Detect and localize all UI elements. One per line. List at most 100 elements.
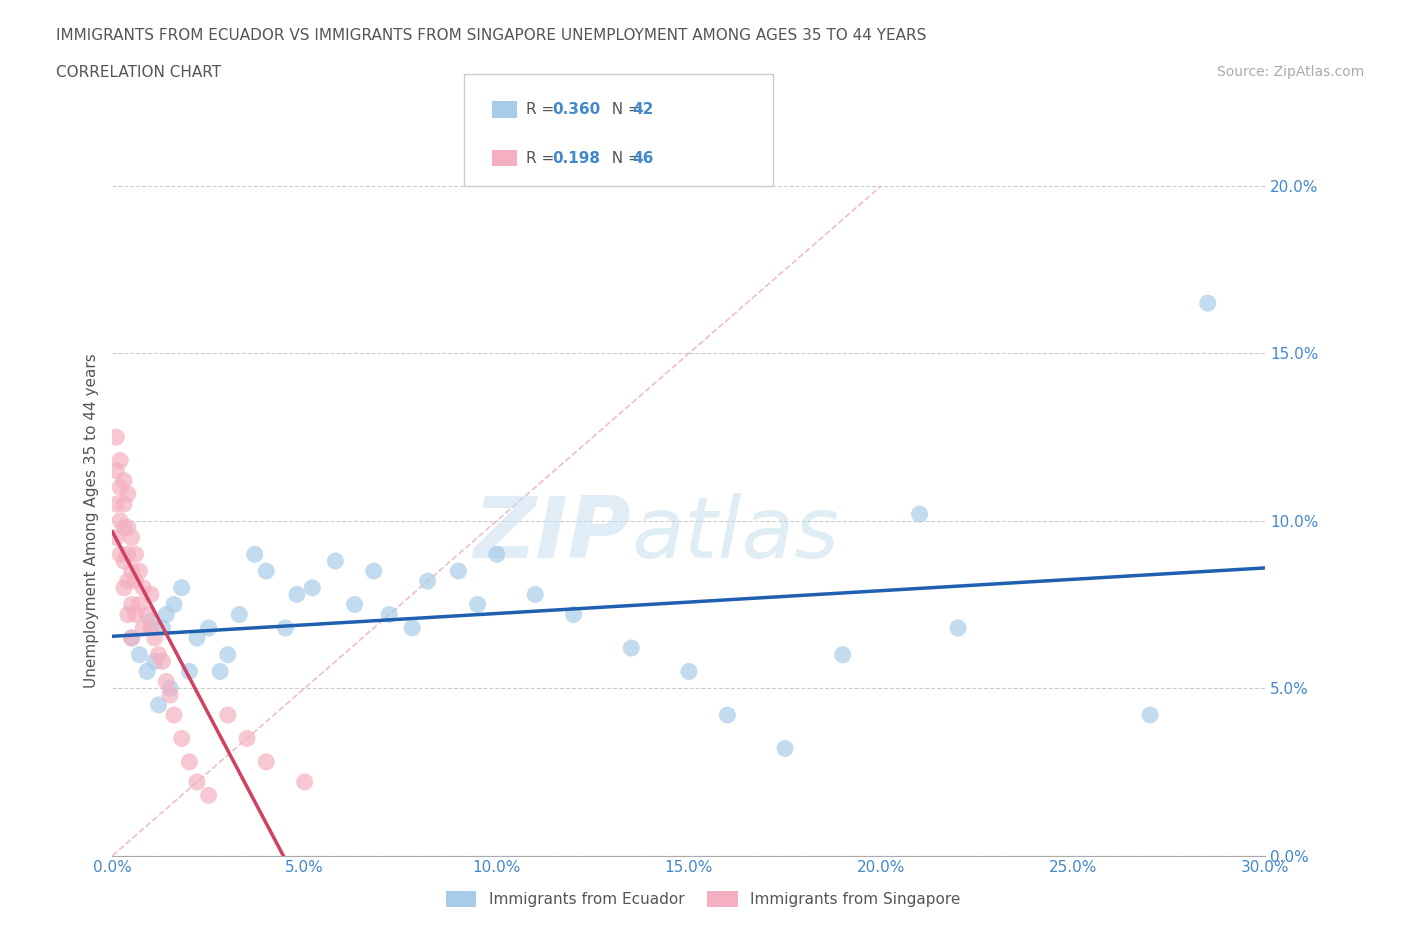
Point: [121, 530, 143, 545]
Point: [170, 580, 193, 595]
Point: [124, 547, 146, 562]
Point: [152, 654, 174, 669]
Point: [132, 580, 155, 595]
Point: [325, 553, 347, 568]
Point: [243, 547, 266, 562]
Point: [121, 564, 143, 578]
Point: [121, 631, 143, 645]
Point: [139, 587, 162, 602]
Point: [217, 708, 239, 723]
Point: [236, 731, 259, 746]
Text: 0.360: 0.360: [553, 102, 600, 117]
Point: [139, 620, 162, 635]
Point: [143, 631, 166, 645]
Point: [562, 607, 585, 622]
Point: [143, 654, 166, 669]
Point: [467, 597, 489, 612]
Point: [105, 430, 128, 445]
Point: [112, 520, 135, 535]
Point: [108, 453, 131, 468]
Point: [620, 641, 643, 656]
Point: [179, 664, 201, 679]
Point: [124, 607, 146, 622]
Point: [121, 597, 143, 612]
Point: [152, 620, 174, 635]
Point: [117, 486, 139, 501]
Point: [105, 530, 128, 545]
Point: [155, 674, 177, 689]
Point: [197, 620, 219, 635]
Point: [108, 513, 131, 528]
Text: R =: R =: [526, 102, 560, 117]
Point: [678, 664, 700, 679]
Point: [117, 547, 139, 562]
Point: [136, 664, 159, 679]
Point: [209, 664, 232, 679]
Point: [254, 754, 277, 769]
Point: [485, 547, 508, 562]
Text: 42: 42: [633, 102, 654, 117]
Point: [170, 731, 193, 746]
Point: [186, 631, 208, 645]
Point: [112, 497, 135, 512]
Legend: Immigrants from Ecuador, Immigrants from Singapore: Immigrants from Ecuador, Immigrants from…: [440, 884, 966, 913]
Point: [112, 553, 135, 568]
Point: [524, 587, 547, 602]
Text: 46: 46: [633, 151, 654, 166]
Point: [831, 647, 853, 662]
Point: [946, 620, 969, 635]
Point: [163, 597, 186, 612]
Point: [108, 480, 131, 495]
Y-axis label: Unemployment Among Ages 35 to 44 years: Unemployment Among Ages 35 to 44 years: [83, 353, 98, 688]
Point: [1197, 296, 1219, 311]
Point: [447, 564, 470, 578]
Point: [159, 681, 181, 696]
Point: [136, 607, 159, 622]
Point: [148, 698, 170, 712]
Point: [228, 607, 250, 622]
Point: [274, 620, 297, 635]
Point: [254, 564, 277, 578]
Point: [179, 754, 201, 769]
Point: [285, 587, 308, 602]
Text: ZIP: ZIP: [474, 493, 631, 576]
Point: [773, 741, 796, 756]
Point: [416, 574, 439, 589]
Point: [363, 564, 385, 578]
Point: [186, 775, 208, 790]
Point: [132, 620, 155, 635]
Text: R =: R =: [526, 151, 560, 166]
Point: [197, 788, 219, 803]
Point: [128, 564, 150, 578]
Point: [1139, 708, 1161, 723]
Point: [105, 463, 128, 478]
Point: [294, 775, 316, 790]
Point: [105, 497, 128, 512]
Point: [124, 574, 146, 589]
Text: atlas: atlas: [631, 493, 839, 576]
Point: [155, 607, 177, 622]
Point: [112, 580, 135, 595]
Point: [378, 607, 401, 622]
Text: N =: N =: [602, 102, 645, 117]
Point: [139, 614, 162, 629]
Point: [343, 597, 366, 612]
Text: N =: N =: [602, 151, 645, 166]
Point: [217, 647, 239, 662]
Point: [117, 520, 139, 535]
Text: Source: ZipAtlas.com: Source: ZipAtlas.com: [1216, 65, 1364, 79]
Point: [159, 687, 181, 702]
Point: [128, 647, 150, 662]
Text: CORRELATION CHART: CORRELATION CHART: [56, 65, 221, 80]
Text: 0.198: 0.198: [553, 151, 600, 166]
Point: [148, 647, 170, 662]
Point: [108, 547, 131, 562]
Point: [128, 597, 150, 612]
Point: [117, 607, 139, 622]
Point: [163, 708, 186, 723]
Text: IMMIGRANTS FROM ECUADOR VS IMMIGRANTS FROM SINGAPORE UNEMPLOYMENT AMONG AGES 35 : IMMIGRANTS FROM ECUADOR VS IMMIGRANTS FR…: [56, 28, 927, 43]
Point: [117, 574, 139, 589]
Point: [301, 580, 323, 595]
Point: [401, 620, 423, 635]
Point: [908, 507, 931, 522]
